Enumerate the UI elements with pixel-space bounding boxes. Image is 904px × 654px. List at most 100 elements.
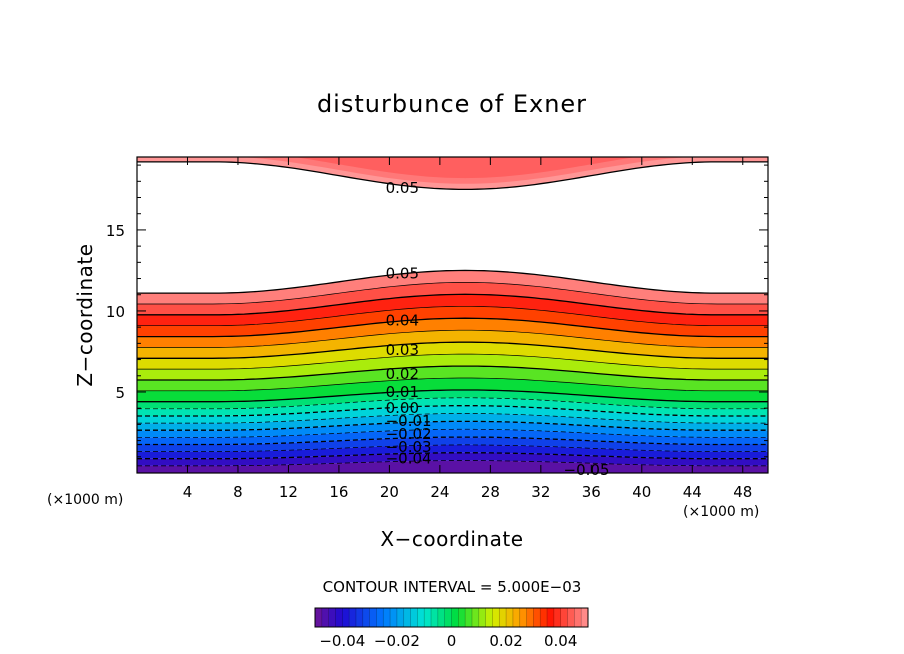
colorbar-segment <box>526 608 534 627</box>
colorbar-segment <box>519 608 527 627</box>
colorbar-segment <box>431 608 439 627</box>
colorbar-segment <box>328 608 336 627</box>
colorbar-tick-label: 0.02 <box>489 632 522 650</box>
y-axis-title: Z−coordinate <box>73 243 97 386</box>
colorbar-segment <box>424 608 432 627</box>
contour-band <box>137 413 768 431</box>
y-tick-label: 10 <box>106 303 125 321</box>
colorbar-segment <box>512 608 521 627</box>
contour-line <box>137 444 768 452</box>
colorbar-segment <box>321 608 329 627</box>
contour-band <box>137 294 768 326</box>
colorbar-segment <box>471 608 480 627</box>
colorbar-segment <box>417 608 425 627</box>
colorbar-segment <box>355 608 364 627</box>
colorbar-segment <box>403 608 411 627</box>
colorbar-segment <box>465 608 473 627</box>
colorbar-segment <box>335 608 343 627</box>
x-axis-title: X−coordinate <box>380 527 523 551</box>
contour-line <box>137 397 768 410</box>
contour-label: 0.05 <box>386 179 419 197</box>
colorbar-tick-labels: −0.04 −0.02 0 0.02 0.04 <box>319 632 577 650</box>
x-tick-label: 16 <box>329 483 348 501</box>
colorbar-segment <box>451 608 459 627</box>
contour-line <box>137 341 768 359</box>
contour-interval-text: CONTOUR INTERVAL = 5.000E−03 <box>323 578 582 596</box>
colorbar-segment <box>540 608 548 627</box>
colorbar-segment <box>533 608 541 627</box>
x-tick-label: 4 <box>183 483 193 501</box>
contour-line <box>137 353 768 370</box>
x-tick-label: 44 <box>683 483 702 501</box>
plot-frame <box>136 156 769 474</box>
contour-label: 0.03 <box>386 341 419 359</box>
contour-band <box>137 444 768 459</box>
colorbar-segment <box>376 608 384 627</box>
contour-line <box>137 329 768 348</box>
plot-area <box>137 157 768 473</box>
colorbar-segment <box>342 608 350 627</box>
colorbar <box>314 608 589 627</box>
contour-value-labels: 0.050.050.040.030.020.010.00−0.01−0.02−0… <box>386 179 610 479</box>
contour-label: −0.04 <box>386 449 432 467</box>
colorbar-frame <box>314 607 589 628</box>
colorbar-segment <box>362 608 370 627</box>
contour-band <box>137 354 768 380</box>
axis-ticks <box>137 157 768 473</box>
x-unit-left: (×1000 m) <box>47 492 123 508</box>
contour-band <box>137 452 768 466</box>
colorbar-segment <box>383 608 391 627</box>
contour-label: 0.01 <box>386 383 419 401</box>
y-tick-label: 15 <box>106 222 125 240</box>
x-tick-label: 40 <box>632 483 651 501</box>
x-tick-label: 20 <box>380 483 399 501</box>
contour-line <box>137 389 768 403</box>
contour-line <box>137 405 768 417</box>
contour-line <box>137 428 768 438</box>
colorbar-segment <box>485 608 493 627</box>
chart-title: disturbunce of Exner <box>317 90 587 118</box>
contour-label: −0.03 <box>386 438 432 456</box>
contour-line <box>137 269 768 294</box>
contour-label: 0.05 <box>386 265 419 283</box>
contour-line <box>137 452 768 460</box>
contour-line <box>137 282 768 305</box>
colorbar-segment <box>581 608 589 627</box>
contour-label: −0.05 <box>564 461 610 479</box>
colorbar-segment <box>437 608 445 627</box>
contour-label: −0.01 <box>386 412 432 430</box>
colorbar-segment <box>478 608 486 627</box>
colorbar-segment <box>410 608 418 627</box>
colorbar-segment <box>499 608 507 627</box>
contour-band <box>137 318 768 348</box>
contour-band <box>137 342 768 370</box>
colorbar-tick-label: −0.04 <box>319 632 365 650</box>
colorbar-segment <box>369 608 377 627</box>
contour-band <box>137 437 768 452</box>
contour-lines <box>137 161 768 467</box>
x-tick-label: 36 <box>582 483 601 501</box>
contour-label: 0.04 <box>386 312 419 330</box>
contour-line <box>137 305 768 327</box>
colorbar-tick-label: 0 <box>447 632 457 650</box>
contour-band <box>137 405 768 424</box>
colorbar-segment <box>553 608 562 627</box>
colorbar-segment <box>492 608 500 627</box>
x-tick-label: 28 <box>481 483 500 501</box>
contour-line <box>137 413 768 424</box>
x-tick-labels: 4 8 12 16 20 24 28 32 36 40 44 48 <box>183 483 753 501</box>
contour-line <box>137 317 768 338</box>
colorbar-segment <box>574 608 582 627</box>
contour-label: 0.00 <box>386 399 419 417</box>
colorbar-segment <box>349 608 357 627</box>
colorbar-tick-label: 0.04 <box>544 632 577 650</box>
contour-band <box>137 460 768 473</box>
contour-line <box>137 460 768 467</box>
contour-line <box>137 436 768 446</box>
y-tick-labels: 5 10 15 <box>106 222 125 402</box>
colorbar-segment <box>444 608 452 627</box>
x-unit-right: (×1000 m) <box>683 504 759 520</box>
colorbar-segment <box>506 608 514 627</box>
x-tick-label: 8 <box>233 483 243 501</box>
